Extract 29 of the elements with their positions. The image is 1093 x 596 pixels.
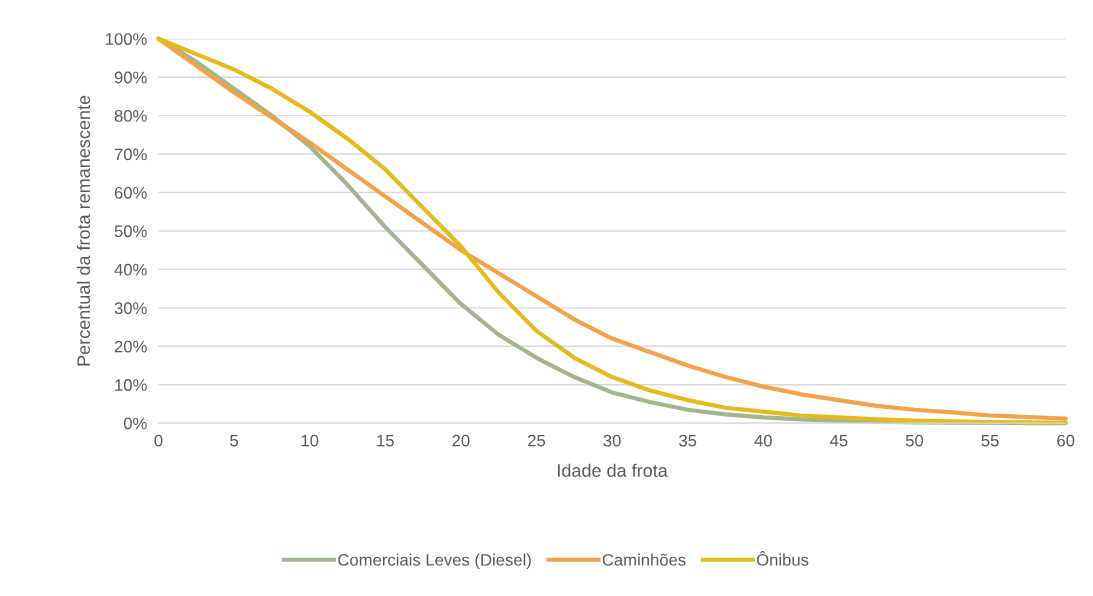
x-tick-label: 40 — [754, 434, 772, 447]
x-tick-label: 60 — [1057, 434, 1075, 447]
x-tick-label: 50 — [905, 434, 924, 447]
y-tick-label: 50% — [114, 225, 147, 238]
y-tick-label: 40% — [114, 263, 147, 276]
x-axis-title: Idade da frota — [558, 463, 668, 477]
x-tick-label: 45 — [829, 434, 848, 447]
y-tick-label: 100% — [106, 33, 147, 45]
x-tick-label: 35 — [679, 434, 697, 447]
y-tick-label: 90% — [114, 71, 147, 84]
y-tick-label: 30% — [114, 302, 147, 315]
x-tick-label: 25 — [528, 434, 546, 447]
y-tick-label: 70% — [114, 148, 147, 161]
x-tick-label: 55 — [981, 434, 999, 447]
y-tick-label: 10% — [115, 379, 147, 391]
x-tick-label: 5 — [230, 434, 239, 447]
y-tick-label: 80% — [114, 110, 147, 122]
x-tick-label: 30 — [603, 434, 621, 447]
legend-label: Comerciais Leves (Diesel) — [338, 553, 531, 570]
y-tick-label: 60% — [114, 186, 147, 199]
x-tick-label: 10 — [301, 434, 319, 447]
y-axis-title: Percentual da frota remanescente — [76, 95, 91, 366]
x-tick-label: 20 — [452, 434, 470, 447]
y-tick-label: 0% — [123, 417, 147, 430]
x-tick-label: 0 — [154, 434, 163, 447]
legend-label: Caminhões — [602, 553, 686, 566]
x-tick-label: 15 — [377, 434, 394, 447]
y-tick-label: 20% — [114, 340, 147, 353]
legend-label: Ônibus — [756, 551, 809, 566]
